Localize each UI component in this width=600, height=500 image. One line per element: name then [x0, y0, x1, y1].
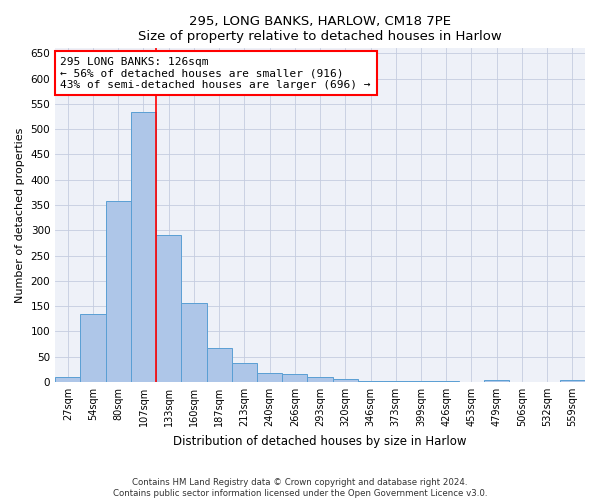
Bar [232, 362, 257, 382]
Text: Contains HM Land Registry data © Crown copyright and database right 2024.
Contai: Contains HM Land Registry data © Crown c… [113, 478, 487, 498]
Bar [383, 381, 409, 382]
Bar [131, 112, 156, 382]
Title: 295, LONG BANKS, HARLOW, CM18 7PE
Size of property relative to detached houses i: 295, LONG BANKS, HARLOW, CM18 7PE Size o… [138, 15, 502, 43]
Bar [206, 348, 232, 382]
Y-axis label: Number of detached properties: Number of detached properties [15, 128, 25, 303]
Bar [181, 302, 206, 382]
Bar [560, 380, 585, 382]
Bar [282, 374, 307, 382]
Bar [55, 377, 80, 382]
Bar [156, 236, 181, 382]
Bar [332, 380, 358, 382]
Bar [307, 377, 332, 382]
Bar [80, 314, 106, 382]
Bar [106, 201, 131, 382]
Bar [358, 381, 383, 382]
Bar [409, 381, 434, 382]
Bar [257, 373, 282, 382]
X-axis label: Distribution of detached houses by size in Harlow: Distribution of detached houses by size … [173, 434, 467, 448]
Text: 295 LONG BANKS: 126sqm
← 56% of detached houses are smaller (916)
43% of semi-de: 295 LONG BANKS: 126sqm ← 56% of detached… [61, 56, 371, 90]
Bar [484, 380, 509, 382]
